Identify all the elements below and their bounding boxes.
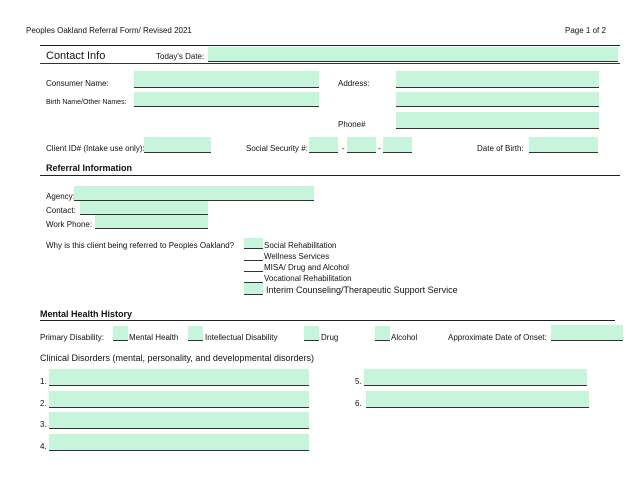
- form-title: Peoples Oakland Referral Form/ Revised 2…: [26, 26, 192, 35]
- referral-info-heading: Referral Information: [46, 163, 133, 173]
- referral-question: Why is this client being referred to Peo…: [46, 241, 235, 250]
- onset-field[interactable]: [551, 325, 623, 341]
- ssn-field-2[interactable]: [347, 137, 376, 153]
- option-blank-vocational-rehabilitation[interactable]: [244, 282, 263, 283]
- disability-label-drug: Drug: [321, 333, 339, 342]
- option-label-misa: MISA/ Drug and Alcohol: [264, 263, 349, 272]
- address-field-2[interactable]: [396, 92, 599, 107]
- work-phone-field[interactable]: [95, 215, 208, 229]
- ssn-label: Social Security #:: [246, 144, 308, 153]
- contact-underline: [40, 63, 620, 64]
- primary-disability-label: Primary Disability:: [40, 333, 105, 342]
- agency-field[interactable]: [74, 186, 314, 201]
- disorder-number-6: 6.: [355, 399, 362, 408]
- consumer-name-label: Consumer Name:: [46, 79, 109, 88]
- disorder-field-5[interactable]: [364, 369, 587, 386]
- clinical-disorders-label: Clinical Disorders (mental, personality,…: [40, 353, 314, 363]
- disorder-field-2[interactable]: [49, 391, 309, 408]
- birth-name-field[interactable]: [134, 92, 319, 107]
- disorder-field-3[interactable]: [49, 412, 309, 429]
- dob-field[interactable]: [529, 137, 598, 153]
- option-checkbox-social-rehabilitation[interactable]: [244, 238, 263, 249]
- ssn-field-3[interactable]: [383, 137, 412, 153]
- disorder-number-4: 4.: [40, 442, 47, 451]
- referral-divider: [40, 175, 620, 176]
- option-label-wellness-services: Wellness Services: [264, 252, 330, 261]
- disability-label-mental-health: Mental Health: [129, 333, 179, 342]
- top-divider: [40, 45, 620, 46]
- option-blank-wellness-services[interactable]: [244, 260, 263, 261]
- todays-date-label: Today's Date:: [156, 52, 205, 61]
- disability-checkbox-drug[interactable]: [304, 326, 319, 341]
- contact-info-heading: Contact Info: [46, 50, 106, 62]
- option-checkbox-interim-counseling[interactable]: [244, 283, 263, 295]
- ssn-dash-2: -: [378, 144, 381, 153]
- disability-checkbox-mental-health[interactable]: [113, 326, 128, 341]
- phone-field[interactable]: [396, 112, 599, 129]
- phone-label: Phone#: [338, 120, 366, 129]
- agency-label: Agency:: [46, 192, 75, 201]
- client-id-field[interactable]: [144, 137, 211, 153]
- disorder-number-3: 3.: [40, 420, 47, 429]
- disability-checkbox-intellectual[interactable]: [188, 326, 203, 341]
- todays-date-field[interactable]: [208, 47, 618, 62]
- option-label-interim-counseling: Interim Counseling/Therapeutic Support S…: [266, 285, 458, 295]
- address-label: Address:: [338, 79, 370, 88]
- disorder-number-2: 2.: [40, 399, 47, 408]
- disorder-field-1[interactable]: [49, 369, 309, 386]
- option-blank-misa[interactable]: [244, 271, 263, 272]
- disorder-field-4[interactable]: [49, 434, 309, 451]
- disorder-number-1: 1.: [40, 377, 47, 386]
- address-field-1[interactable]: [396, 71, 599, 88]
- mental-health-heading: Mental Health History: [40, 309, 133, 319]
- dob-label: Date of Birth:: [477, 144, 524, 153]
- disorder-field-6[interactable]: [366, 391, 589, 408]
- disability-label-alcohol: Alcohol: [391, 333, 418, 342]
- disability-label-intellectual: Intellectual Disability: [205, 333, 278, 342]
- client-id-label: Client ID# (Intake use only):: [46, 144, 145, 153]
- contact-field[interactable]: [80, 201, 208, 215]
- ssn-field-1[interactable]: [309, 137, 338, 153]
- ssn-dash-1: -: [342, 144, 345, 153]
- option-label-vocational-rehabilitation: Vocational Rehabilitation: [264, 274, 352, 283]
- option-label-social-rehabilitation: Social Rehabilitation: [264, 241, 337, 250]
- work-phone-label: Work Phone:: [46, 220, 93, 229]
- disability-checkbox-alcohol[interactable]: [375, 326, 390, 341]
- contact-label: Contact:: [46, 206, 76, 215]
- mental-health-divider: [40, 320, 615, 321]
- page-number: Page 1 of 2: [565, 26, 606, 35]
- consumer-name-field[interactable]: [134, 71, 319, 88]
- disorder-number-5: 5.: [355, 377, 362, 386]
- onset-label: Approximate Date of Onset:: [448, 333, 547, 342]
- birth-name-label: Birth Name/Other Names:: [46, 99, 127, 106]
